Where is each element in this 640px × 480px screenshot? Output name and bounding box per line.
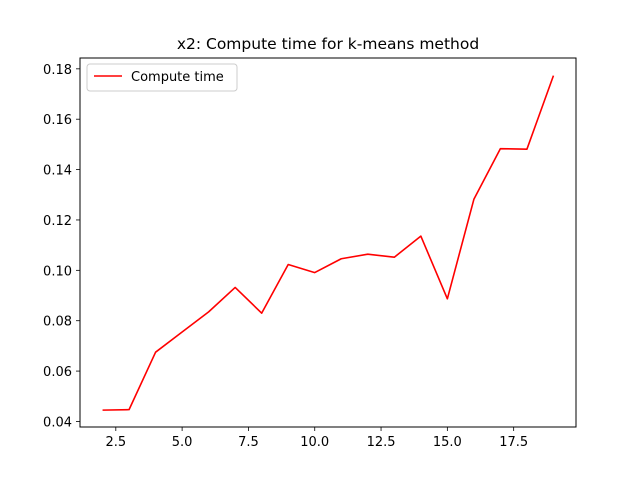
- data-point: [420, 235, 422, 237]
- y-tick-label: 0.16: [43, 113, 72, 128]
- data-point: [340, 258, 342, 260]
- x-tick-label: 2.5: [105, 435, 126, 450]
- legend-label: Compute time: [131, 70, 224, 85]
- data-point: [367, 253, 369, 255]
- data-point: [102, 409, 104, 411]
- y-tick-label: 0.10: [43, 264, 72, 279]
- legend-box: [86, 63, 238, 92]
- data-point: [155, 351, 157, 353]
- x-tick-label: 15.0: [433, 435, 462, 450]
- data-point: [181, 331, 183, 333]
- data-point: [287, 264, 289, 266]
- series-line: [102, 75, 555, 411]
- y-tick-label: 0.06: [43, 365, 72, 380]
- x-tick-label: 17.5: [499, 435, 528, 450]
- chart-title: x2: Compute time for k-means method: [177, 35, 479, 53]
- legend: Compute time: [86, 63, 238, 92]
- data-point: [473, 199, 475, 201]
- data-point: [447, 298, 449, 300]
- data-point: [314, 272, 316, 274]
- y-tick-label: 0.04: [43, 415, 72, 430]
- data-point: [394, 256, 396, 258]
- y-tick-label: 0.14: [43, 164, 72, 179]
- x-tick-label: 7.5: [238, 435, 259, 450]
- plot-frame: [79, 57, 577, 428]
- x-tick-label: 10.0: [300, 435, 329, 450]
- data-point: [261, 312, 263, 314]
- data-point: [553, 75, 555, 77]
- x-tick-label: 5.0: [172, 435, 193, 450]
- data-point: [526, 148, 528, 150]
- y-tick-label: 0.12: [43, 214, 72, 229]
- data-point: [500, 148, 502, 150]
- data-point: [234, 287, 236, 289]
- x-tick-label: 12.5: [367, 435, 396, 450]
- y-tick-label: 0.08: [43, 315, 72, 330]
- data-point: [128, 409, 130, 411]
- y-tick-label: 0.18: [43, 63, 72, 78]
- data-point: [208, 311, 210, 313]
